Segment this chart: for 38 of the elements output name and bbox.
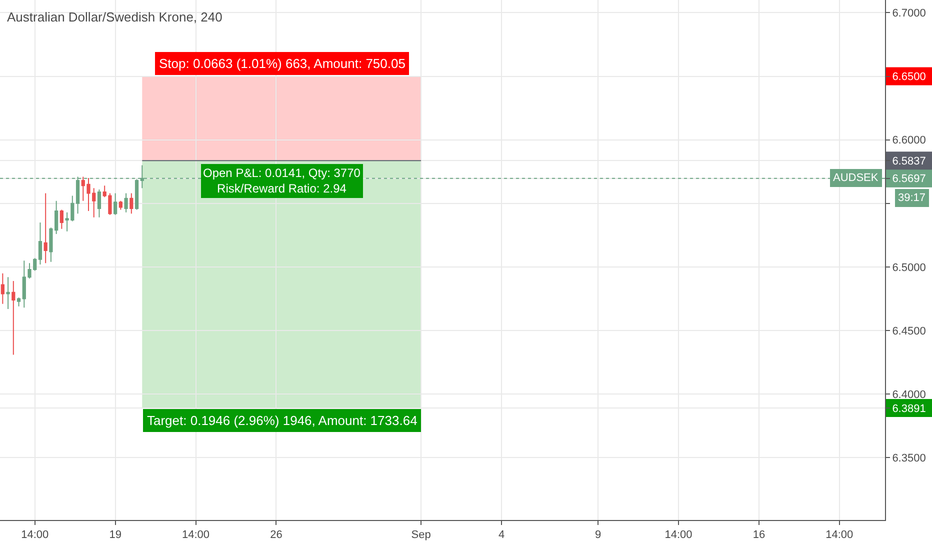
candlestick <box>12 280 16 356</box>
x-tick-label: 9 <box>594 529 602 542</box>
y-tick-label: 6.3500 <box>892 452 926 465</box>
candlestick <box>114 192 118 216</box>
x-tick-label: 4 <box>498 529 505 542</box>
band-label: Stop: 0.0663 (1.01%) 663, Amount: 750.05 <box>159 56 406 71</box>
x-tick-label: Sep <box>411 529 431 542</box>
candlestick <box>44 192 48 264</box>
candlestick <box>6 276 10 310</box>
x-tick-label: 26 <box>270 529 282 542</box>
y-tick-label: 6.5837 <box>892 155 926 168</box>
y-tick-label: 6.3891 <box>892 402 926 415</box>
annotation: Open P&L: 0.0141, Qty: 3770 Risk/Reward Ratio: 2.94 <box>203 166 361 196</box>
y-tick-label: 6.5000 <box>892 262 926 274</box>
y-tick-label: 6.6000 <box>892 134 926 147</box>
candlestick <box>16 297 21 307</box>
candlestick <box>124 192 128 213</box>
band-label: Target: 0.1946 (2.96%) 1946, Amount: 1733.64 <box>147 413 418 428</box>
candlestick <box>0 272 4 304</box>
candlestick <box>38 222 42 265</box>
candlestick <box>118 200 122 210</box>
ref-line-label: AUDSEK <box>833 172 879 184</box>
y-tick-label: 6.4500 <box>892 325 926 338</box>
y-tick-label: 6.6500 <box>892 71 926 84</box>
x-tick-label: 14:00 <box>21 529 49 542</box>
x-tick-label: 14:00 <box>182 529 210 542</box>
x-tick-label: 14:00 <box>826 529 854 542</box>
candlestick <box>60 209 64 230</box>
x-tick-label: 16 <box>752 529 766 542</box>
y-tick-label: 6.4000 <box>892 388 926 401</box>
text: Australian Dollar/Swedish Krone, 240 <box>7 10 222 25</box>
x-tick-label: 19 <box>109 529 122 542</box>
x-tick-label: 14:00 <box>664 529 692 542</box>
candlestick <box>130 192 134 214</box>
y-tick-label: 6.7000 <box>892 8 926 20</box>
text: 39:17 <box>898 192 926 204</box>
y-tick-label: 6.5697 <box>892 173 926 186</box>
candlestick <box>97 188 102 218</box>
